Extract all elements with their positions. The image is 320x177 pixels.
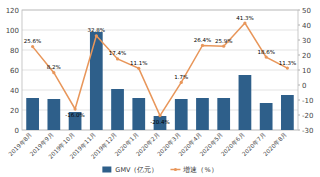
legend: GMV（亿元） 增速（%） — [102, 166, 217, 174]
marker — [201, 44, 204, 47]
marker — [286, 66, 289, 69]
y-tick-label: 20 — [10, 107, 19, 115]
marker — [222, 45, 225, 48]
data-label: 8.2% — [47, 64, 61, 70]
bar — [260, 103, 273, 130]
y2-tick-label: 10 — [302, 67, 311, 75]
marker — [265, 56, 268, 59]
bar — [281, 95, 294, 130]
bar — [111, 89, 124, 130]
data-label: 41.3% — [236, 15, 253, 21]
bar — [217, 98, 230, 130]
marker — [243, 21, 246, 24]
grid-line — [22, 70, 298, 71]
y-tick-label: 100 — [6, 27, 19, 35]
marker — [31, 45, 34, 48]
plot-area — [26, 21, 294, 130]
marker — [116, 57, 119, 60]
marker — [95, 34, 98, 37]
bar — [196, 98, 209, 130]
y-tick-label: 60 — [10, 67, 19, 75]
marker — [158, 114, 161, 117]
y-tick-label: 0 — [15, 127, 19, 135]
y2-tick-label: 0 — [302, 82, 306, 90]
x-tick-label: 2019年12月 — [90, 131, 118, 159]
y2-tick-label: -20 — [302, 112, 313, 120]
chart: 0 20 40 60 80 100 120 -30 -20 -10 0 10 20 30 40 50 25.6%… — [0, 0, 320, 177]
legend-swatch — [102, 167, 111, 173]
data-label: -16.0% — [65, 112, 84, 118]
data-label: -20.4% — [150, 119, 169, 125]
data-label: 18.6% — [257, 49, 274, 55]
bar — [239, 75, 252, 130]
marker — [180, 81, 183, 84]
marker — [137, 67, 140, 70]
grid — [22, 10, 298, 130]
data-label: 25.9% — [215, 38, 232, 44]
legend-swatch — [170, 169, 180, 171]
bar — [175, 99, 188, 130]
data-label: 26.4% — [194, 37, 211, 43]
y2-tick-label: -30 — [302, 127, 313, 135]
legend-label: GMV（亿元） — [115, 166, 158, 174]
y2-tick-label: 40 — [302, 22, 311, 30]
y-tick-label: 80 — [10, 47, 19, 55]
marker — [73, 107, 76, 110]
bar — [132, 98, 145, 130]
data-label: 17.4% — [109, 50, 126, 56]
y-tick-label: 120 — [6, 7, 19, 15]
data-label: 32.8% — [88, 27, 105, 33]
y2-tick-label: 20 — [302, 52, 311, 60]
y2-tick-label: -10 — [302, 97, 313, 105]
data-label: 11.1% — [130, 60, 147, 66]
x-tick-label: 2020年8月 — [262, 131, 288, 157]
legend-item: GMV（亿元） — [102, 166, 158, 174]
grid-line — [22, 110, 298, 111]
data-label: 1.7% — [174, 74, 188, 80]
grid-line — [22, 30, 298, 31]
plot-frame — [22, 10, 298, 130]
data-label: 25.6% — [24, 38, 41, 44]
marker — [52, 71, 55, 74]
legend-item: 增速（%） — [170, 166, 217, 174]
bar — [47, 99, 60, 130]
bar — [26, 98, 39, 130]
y-tick-label: 40 — [10, 87, 19, 95]
y2-tick-label: 30 — [302, 37, 311, 45]
data-labels: 25.6% 8.2% -16.0% 32.8% 17.4% 11.1% -20.4% 1.7%… — [24, 15, 296, 125]
bar — [90, 32, 103, 130]
data-label: 11.3% — [279, 60, 296, 66]
y2-tick-label: 50 — [302, 7, 311, 15]
legend-marker — [174, 168, 177, 171]
line — [33, 23, 288, 116]
legend-label: 增速（%） — [182, 166, 217, 174]
